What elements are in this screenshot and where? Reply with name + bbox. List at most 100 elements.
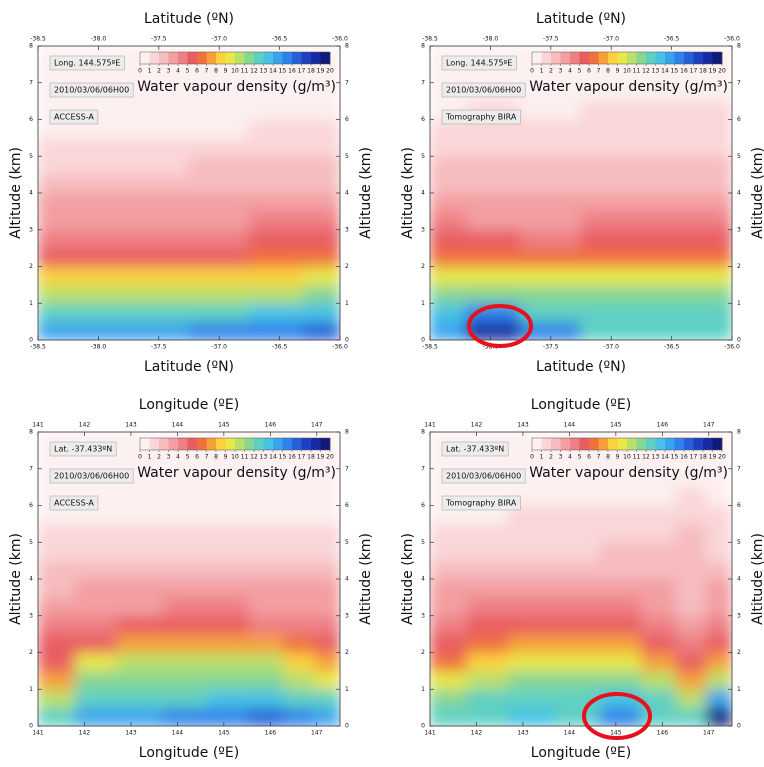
field-cell	[38, 192, 75, 212]
field-cell	[116, 505, 164, 525]
field-cell	[520, 266, 582, 286]
colorbar-tick-label: 5	[578, 454, 582, 461]
field-cell	[207, 505, 250, 525]
colorbar-tick-label: 5	[186, 68, 190, 75]
x-tick-label: -36.0	[332, 344, 348, 351]
field-cell	[554, 505, 601, 525]
annotation: 2010/03/06/06H00	[446, 472, 521, 481]
field-cell	[128, 266, 190, 286]
colorbar-swatch	[206, 438, 217, 450]
y-tick-label: 0	[29, 337, 33, 344]
colorbar-swatch	[570, 438, 580, 450]
x-tick-label-top: -38.0	[91, 36, 107, 43]
field-cell	[466, 560, 510, 580]
field-cell	[640, 321, 697, 340]
field-cell	[466, 670, 510, 690]
field-cell	[554, 615, 601, 635]
field-cell	[74, 688, 118, 709]
x-tick-label: -37.5	[151, 344, 167, 351]
field-cell	[283, 633, 315, 653]
colorbar-swatch	[703, 52, 713, 64]
field-cell	[188, 266, 250, 286]
field-cell	[580, 229, 642, 249]
colorbar-tick-label: 17	[298, 68, 306, 75]
field-cell	[640, 137, 697, 157]
field-cell	[599, 523, 642, 543]
field-cell	[38, 284, 75, 304]
colorbar-swatch	[149, 438, 160, 450]
field-cell	[128, 321, 190, 340]
field-cell	[74, 615, 118, 635]
field-cell	[640, 247, 697, 267]
y-axis-label: Altitude (km)	[400, 147, 416, 239]
x-tick-label: -38.0	[91, 344, 107, 351]
field-cell	[162, 688, 209, 709]
annotation: Long. 144.575ºE	[446, 59, 512, 68]
colorbar-tick-label: 7	[205, 68, 209, 75]
field-cell	[162, 560, 209, 580]
field-cell	[116, 707, 164, 726]
field-cell	[73, 155, 130, 176]
field-cell	[303, 100, 340, 120]
field-cell	[74, 670, 118, 690]
colorbar-swatch	[684, 52, 694, 64]
field-cell	[695, 229, 732, 249]
colorbar-tick-label: 11	[633, 454, 641, 461]
field-cell	[38, 578, 76, 598]
field-cell	[580, 247, 642, 267]
field-cell	[283, 505, 315, 525]
field-cell	[303, 192, 340, 212]
colorbar-tick-label: 1	[148, 68, 152, 75]
colorbar-swatch	[197, 438, 207, 450]
field-cell	[73, 174, 130, 194]
colorbar-tick-label: 3	[559, 454, 563, 461]
field-cell	[554, 633, 601, 653]
x-tick-label-top: -36.5	[664, 36, 680, 43]
field-cell	[640, 119, 697, 139]
field-cell	[695, 302, 732, 323]
field-cell	[520, 247, 582, 267]
field-cell	[640, 505, 677, 525]
field-cell	[599, 578, 642, 598]
y-tick-label-right: 1	[737, 686, 741, 693]
field-cell	[466, 541, 510, 562]
y-tick-label: 5	[421, 153, 425, 160]
field-cell	[207, 688, 250, 709]
colorbar-tick-label: 17	[298, 454, 306, 461]
annotation-box	[49, 109, 99, 125]
colorbar-tick-label: 12	[642, 68, 650, 75]
x-tick-label: 147	[311, 730, 323, 737]
field-cell	[162, 670, 209, 690]
field-cell	[675, 578, 707, 598]
colorbar-swatch	[579, 438, 590, 450]
colorbar-swatch	[168, 438, 179, 450]
field-cell	[430, 284, 467, 304]
field-cell	[74, 652, 118, 672]
colorbar-label: Water vapour density (g/m³)	[137, 79, 336, 95]
colorbar-tick-label: 17	[690, 68, 698, 75]
field-cell	[283, 523, 315, 543]
field-cell	[675, 688, 707, 709]
field-cell	[430, 137, 467, 157]
field-cell	[313, 523, 340, 543]
field-cell	[675, 505, 707, 525]
field-cell	[283, 596, 315, 617]
y-tick-label: 4	[421, 190, 425, 197]
colorbar-swatch	[178, 52, 188, 64]
field-cell	[675, 523, 707, 543]
field-cell	[38, 523, 76, 543]
y-tick-label: 8	[421, 429, 425, 436]
field-cell	[248, 155, 305, 176]
colorbar-swatch	[579, 52, 590, 64]
field-cell	[283, 541, 315, 562]
y-tick-label-right: 3	[345, 612, 349, 619]
colorbar-tick-label: 9	[616, 454, 620, 461]
field-cell	[73, 247, 130, 267]
colorbar-swatch	[273, 52, 283, 64]
field-cell	[73, 321, 130, 340]
colorbar-tick-label: 0	[138, 68, 142, 75]
field-cell	[188, 137, 250, 157]
colorbar-tick-label: 16	[680, 68, 688, 75]
colorbar-swatch	[225, 52, 236, 64]
field-cell	[466, 652, 510, 672]
